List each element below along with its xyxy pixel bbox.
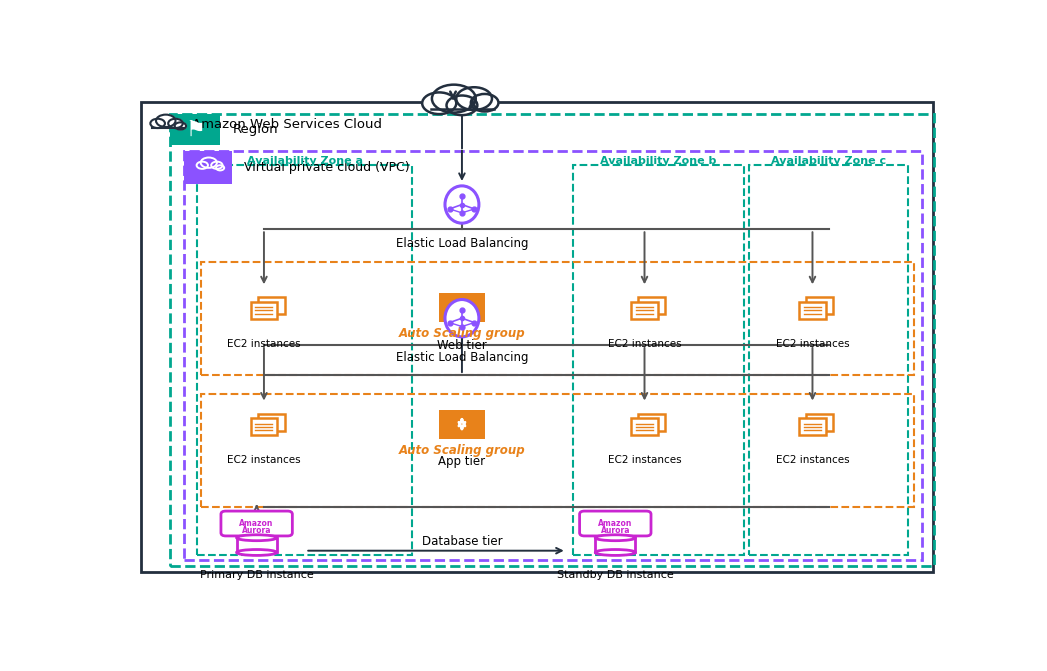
Bar	[183, 151, 922, 560]
Ellipse shape	[596, 535, 636, 541]
Text: Elastic Load Balancing: Elastic Load Balancing	[396, 351, 528, 364]
Bar	[799, 418, 826, 435]
Circle shape	[169, 119, 183, 128]
Bar	[201, 394, 914, 507]
Text: EC2 instances: EC2 instances	[607, 455, 682, 465]
Bar	[631, 418, 658, 435]
Circle shape	[446, 95, 477, 115]
Text: EC2 instances: EC2 instances	[227, 455, 300, 465]
Text: Availability Zone c: Availability Zone c	[772, 156, 886, 166]
Ellipse shape	[445, 186, 478, 223]
Text: Primary DB instance: Primary DB instance	[200, 570, 313, 580]
Text: Amazon Web Services Cloud: Amazon Web Services Cloud	[192, 118, 382, 131]
Ellipse shape	[237, 550, 276, 556]
Text: Elastic Load Balancing: Elastic Load Balancing	[396, 237, 528, 250]
Text: Availability Zone b: Availability Zone b	[600, 156, 716, 166]
Bar	[258, 297, 285, 314]
Ellipse shape	[237, 535, 276, 541]
Bar	[639, 413, 665, 431]
Circle shape	[422, 93, 456, 114]
Bar	[258, 413, 285, 431]
Text: Web tier: Web tier	[437, 339, 487, 352]
Circle shape	[175, 122, 186, 130]
Circle shape	[456, 87, 492, 110]
Circle shape	[151, 119, 165, 128]
Text: Standby DB instance: Standby DB instance	[557, 570, 673, 580]
Bar	[170, 114, 220, 145]
Bar	[806, 297, 833, 314]
Text: Amazon: Amazon	[240, 519, 274, 527]
Text: EC2 instances: EC2 instances	[776, 339, 849, 349]
Circle shape	[471, 94, 498, 111]
Ellipse shape	[596, 550, 636, 556]
Bar	[440, 409, 485, 439]
Bar	[799, 302, 826, 319]
Text: Auto Scaling group: Auto Scaling group	[399, 444, 526, 457]
Bar	[596, 537, 636, 552]
Circle shape	[216, 165, 224, 170]
Ellipse shape	[445, 299, 478, 337]
Bar	[170, 114, 934, 566]
Circle shape	[211, 162, 223, 169]
Bar	[250, 302, 277, 319]
FancyBboxPatch shape	[221, 511, 292, 536]
Bar	[237, 537, 276, 552]
Bar	[631, 302, 658, 319]
Text: Auto Scaling group: Auto Scaling group	[399, 327, 526, 340]
Text: Region: Region	[232, 123, 277, 136]
Bar	[573, 165, 743, 555]
Circle shape	[432, 85, 475, 113]
Bar	[639, 297, 665, 314]
Bar	[750, 165, 908, 555]
Text: EC2 instances: EC2 instances	[227, 339, 300, 349]
Text: EC2 instances: EC2 instances	[776, 455, 849, 465]
Text: Amazon: Amazon	[598, 519, 632, 527]
Bar	[250, 418, 277, 435]
Circle shape	[197, 162, 208, 169]
Text: Virtual private cloud (VPC): Virtual private cloud (VPC)	[245, 161, 410, 174]
Bar	[440, 293, 485, 322]
Text: App tier: App tier	[439, 455, 486, 468]
Bar	[201, 262, 914, 375]
Bar	[806, 413, 833, 431]
Text: Aurora: Aurora	[601, 526, 630, 535]
Circle shape	[156, 115, 176, 127]
FancyBboxPatch shape	[580, 511, 651, 536]
Text: ⚑: ⚑	[185, 119, 205, 140]
Text: Database tier: Database tier	[422, 535, 503, 548]
Text: EC2 instances: EC2 instances	[607, 339, 682, 349]
Bar	[198, 165, 413, 555]
Bar	[183, 151, 232, 184]
Circle shape	[201, 158, 217, 168]
Text: Aurora: Aurora	[242, 526, 271, 535]
Text: Availability Zone a: Availability Zone a	[246, 156, 362, 166]
